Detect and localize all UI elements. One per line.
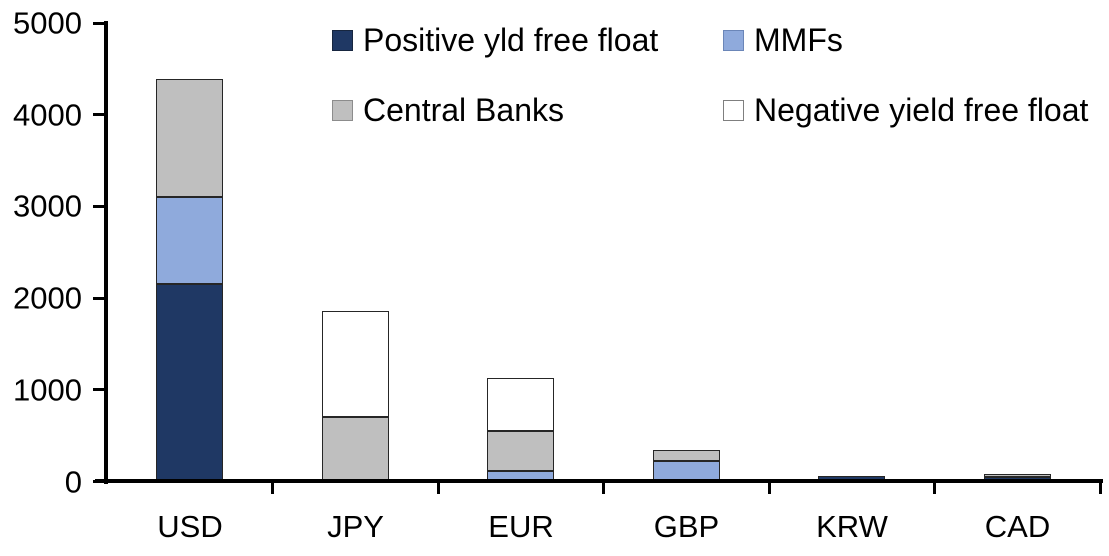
x-axis-category-label: JPY — [327, 509, 384, 544]
bar-segment-usd — [156, 283, 224, 481]
x-axis-tick — [933, 481, 936, 494]
legend-item: Negative yield free float — [723, 92, 1088, 128]
x-axis-tick — [602, 481, 605, 494]
bar-segment-jpy — [321, 416, 389, 481]
bar-segment-cad — [983, 474, 1051, 478]
y-axis-tick-label: 2000 — [13, 280, 82, 316]
legend-swatch-icon — [332, 99, 353, 121]
y-axis-tick-label: 5000 — [13, 5, 82, 41]
x-axis-category-label: KRW — [816, 509, 888, 544]
y-axis-tick — [93, 204, 106, 208]
x-axis-line — [95, 479, 1103, 483]
bar-segment-jpy — [321, 311, 389, 417]
bar-segment-eur — [487, 430, 555, 471]
plot-area — [156, 79, 1051, 481]
y-axis-tick-label: 1000 — [13, 372, 82, 408]
y-axis-tick-label: 0 — [64, 464, 82, 499]
x-axis-category-label: USD — [157, 509, 223, 544]
legend-swatch-icon — [723, 99, 744, 121]
x-axis-tick — [436, 481, 440, 494]
y-axis-tick-label: 3000 — [13, 188, 82, 224]
bar-segment-usd — [156, 196, 224, 284]
legend-label: Negative yield free float — [754, 92, 1089, 128]
bar-segment-usd — [156, 79, 224, 197]
bar-segment-eur — [487, 378, 555, 431]
legend-item: Positive yld free float — [332, 22, 658, 58]
y-axis-line — [104, 21, 108, 484]
legend-swatch-icon — [723, 29, 744, 51]
x-axis-tick — [271, 481, 274, 494]
x-axis-tick — [1098, 481, 1102, 494]
legend-swatch-icon — [332, 29, 353, 51]
x-axis-category-label: GBP — [653, 509, 720, 544]
y-axis-tick — [93, 21, 106, 25]
y-axis-tick — [93, 388, 106, 392]
x-axis-tick — [767, 481, 771, 494]
bar-segment-gbp — [652, 450, 720, 462]
x-axis-category-label: CAD — [984, 509, 1051, 544]
legend-item: MMFs — [723, 22, 843, 58]
legend-item: Central Banks — [332, 92, 564, 128]
y-axis-tick — [93, 113, 106, 117]
legend-label: Positive yld free float — [363, 22, 659, 58]
legend-label: MMFs — [754, 22, 843, 58]
y-axis-tick-label: 4000 — [13, 97, 82, 133]
y-axis-tick — [93, 296, 106, 300]
x-axis-category-label: EUR — [488, 509, 554, 544]
legend-label: Central Banks — [363, 92, 564, 128]
